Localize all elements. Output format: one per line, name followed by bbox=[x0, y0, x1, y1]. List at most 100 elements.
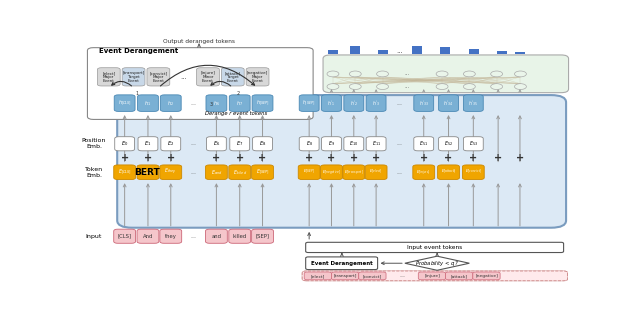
Text: $E_{[SEP]}$: $E_{[SEP]}$ bbox=[255, 167, 269, 177]
Text: ...: ... bbox=[396, 141, 402, 146]
Text: [injure]: [injure] bbox=[200, 71, 216, 75]
FancyBboxPatch shape bbox=[114, 165, 136, 179]
FancyBboxPatch shape bbox=[414, 95, 434, 112]
Text: Target
Event: Target Event bbox=[227, 75, 239, 83]
Text: ...: ... bbox=[404, 84, 410, 89]
FancyBboxPatch shape bbox=[366, 137, 386, 151]
Polygon shape bbox=[405, 256, 469, 270]
Text: [elect]: [elect] bbox=[102, 71, 115, 75]
Text: BERT: BERT bbox=[134, 168, 160, 178]
FancyBboxPatch shape bbox=[161, 95, 181, 112]
Text: Target
Event: Target Event bbox=[127, 75, 140, 83]
Text: [convict]: [convict] bbox=[363, 274, 382, 278]
Circle shape bbox=[436, 84, 448, 89]
FancyBboxPatch shape bbox=[321, 95, 341, 112]
Text: +: + bbox=[236, 153, 244, 163]
Circle shape bbox=[349, 84, 361, 89]
FancyBboxPatch shape bbox=[463, 137, 483, 151]
Text: 2: 2 bbox=[236, 91, 239, 96]
Text: $E_{53}$: $E_{53}$ bbox=[468, 139, 478, 148]
Text: +: + bbox=[120, 153, 129, 163]
FancyBboxPatch shape bbox=[88, 48, 313, 119]
Text: [CLS]: [CLS] bbox=[118, 234, 132, 239]
Text: +: + bbox=[469, 153, 477, 163]
Text: $E_7$: $E_7$ bbox=[236, 139, 243, 148]
Text: ...: ... bbox=[396, 100, 402, 106]
Text: Input event tokens: Input event tokens bbox=[407, 245, 462, 250]
Circle shape bbox=[515, 71, 527, 77]
Text: $E_{51}$: $E_{51}$ bbox=[419, 139, 428, 148]
FancyBboxPatch shape bbox=[306, 242, 564, 252]
Text: $E_{[negative]}$: $E_{[negative]}$ bbox=[322, 168, 341, 177]
Text: $E_{11}$: $E_{11}$ bbox=[372, 139, 381, 148]
Circle shape bbox=[491, 84, 502, 89]
Text: ...: ... bbox=[191, 234, 196, 239]
Circle shape bbox=[349, 71, 361, 77]
Bar bbox=[440, 47, 449, 54]
FancyBboxPatch shape bbox=[137, 165, 159, 179]
Text: [negative]: [negative] bbox=[247, 71, 268, 75]
Text: Event Derangement: Event Derangement bbox=[311, 261, 372, 266]
Text: +: + bbox=[420, 153, 428, 163]
Text: +: + bbox=[444, 153, 452, 163]
Text: $h_{[SEP]}$: $h_{[SEP]}$ bbox=[303, 98, 316, 108]
Text: ...: ... bbox=[191, 100, 196, 106]
Text: +: + bbox=[305, 153, 313, 163]
FancyBboxPatch shape bbox=[321, 165, 342, 179]
FancyBboxPatch shape bbox=[117, 95, 566, 228]
FancyBboxPatch shape bbox=[252, 229, 273, 243]
Text: $E_8$: $E_8$ bbox=[259, 139, 266, 148]
FancyBboxPatch shape bbox=[413, 165, 435, 179]
FancyBboxPatch shape bbox=[332, 272, 359, 280]
Text: +: + bbox=[516, 153, 524, 163]
Text: ...: ... bbox=[397, 48, 403, 54]
Bar bbox=[469, 49, 479, 54]
FancyBboxPatch shape bbox=[138, 137, 158, 151]
Text: ...: ... bbox=[191, 141, 196, 146]
Text: +: + bbox=[212, 153, 220, 163]
Text: $E_{52}$: $E_{52}$ bbox=[444, 139, 453, 148]
Circle shape bbox=[327, 71, 339, 77]
FancyBboxPatch shape bbox=[114, 229, 136, 243]
Circle shape bbox=[436, 71, 448, 77]
Text: Token
Emb.: Token Emb. bbox=[85, 167, 103, 178]
Text: [attack]: [attack] bbox=[225, 71, 241, 75]
Text: [convict]: [convict] bbox=[149, 71, 168, 75]
Text: $h_{[CLS]}$: $h_{[CLS]}$ bbox=[118, 98, 132, 108]
Circle shape bbox=[491, 71, 502, 77]
FancyBboxPatch shape bbox=[302, 271, 568, 281]
Text: $E_1$: $E_1$ bbox=[144, 139, 152, 148]
Text: $h'_{34}$: $h'_{34}$ bbox=[444, 99, 454, 107]
FancyBboxPatch shape bbox=[160, 165, 182, 179]
FancyBboxPatch shape bbox=[246, 68, 269, 86]
Bar bbox=[497, 51, 507, 54]
Text: ...: ... bbox=[399, 273, 405, 278]
FancyBboxPatch shape bbox=[147, 68, 170, 86]
FancyBboxPatch shape bbox=[344, 137, 364, 151]
FancyBboxPatch shape bbox=[344, 95, 364, 112]
Bar bbox=[515, 52, 525, 54]
Text: [transport]: [transport] bbox=[122, 71, 145, 75]
FancyBboxPatch shape bbox=[463, 165, 484, 179]
FancyBboxPatch shape bbox=[97, 68, 120, 86]
FancyBboxPatch shape bbox=[115, 137, 134, 151]
Text: $E_{they}$: $E_{they}$ bbox=[164, 167, 177, 177]
FancyBboxPatch shape bbox=[253, 137, 273, 151]
Text: they: they bbox=[165, 234, 177, 239]
Text: [injure]: [injure] bbox=[424, 274, 440, 278]
Text: $E_{[elect]}$: $E_{[elect]}$ bbox=[369, 168, 383, 176]
FancyBboxPatch shape bbox=[137, 229, 159, 243]
Text: $h'_1$: $h'_1$ bbox=[328, 99, 335, 107]
FancyBboxPatch shape bbox=[230, 137, 250, 151]
Text: Major
Event: Major Event bbox=[103, 75, 115, 83]
Text: ...: ... bbox=[180, 74, 186, 80]
Text: [elect]: [elect] bbox=[311, 274, 325, 278]
Text: $h_{[SEP]}$: $h_{[SEP]}$ bbox=[255, 98, 269, 108]
FancyBboxPatch shape bbox=[302, 271, 568, 281]
Text: $h_6$: $h_6$ bbox=[213, 99, 220, 107]
Circle shape bbox=[515, 84, 527, 89]
Text: $h'_2$: $h'_2$ bbox=[349, 99, 358, 107]
Text: 3: 3 bbox=[210, 102, 213, 107]
FancyBboxPatch shape bbox=[306, 257, 378, 270]
Text: 1: 1 bbox=[136, 91, 139, 96]
